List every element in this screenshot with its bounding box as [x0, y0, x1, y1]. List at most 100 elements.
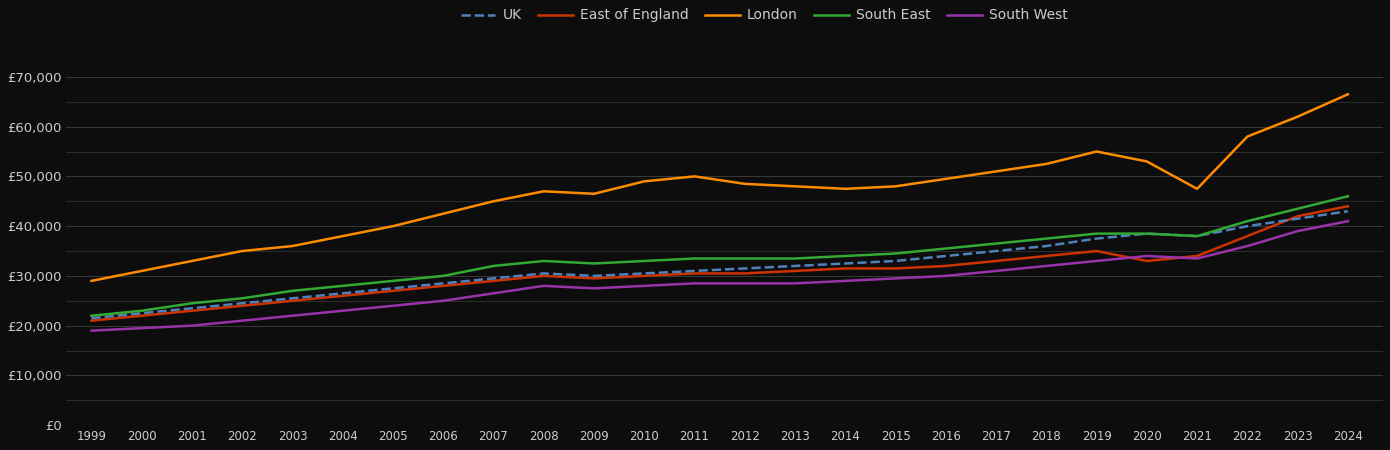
UK — [787, 263, 803, 269]
UK — [1188, 234, 1205, 239]
South East — [585, 261, 602, 266]
London — [284, 243, 300, 249]
South West — [1088, 258, 1105, 264]
South East — [385, 278, 402, 284]
South West — [1138, 253, 1155, 259]
UK — [335, 291, 352, 296]
London — [687, 174, 703, 179]
East of England — [1238, 234, 1255, 239]
London — [737, 181, 753, 187]
South East — [83, 313, 100, 319]
East of England — [284, 298, 300, 303]
Line: South East: South East — [92, 196, 1348, 316]
East of England — [133, 313, 150, 319]
South East — [284, 288, 300, 293]
London — [535, 189, 552, 194]
UK — [133, 310, 150, 316]
East of England — [385, 288, 402, 293]
South East — [1188, 234, 1205, 239]
UK — [1340, 208, 1357, 214]
South West — [1038, 263, 1055, 269]
East of England — [887, 266, 904, 271]
UK — [1238, 224, 1255, 229]
South East — [937, 246, 954, 251]
East of England — [1088, 248, 1105, 254]
South East — [1038, 236, 1055, 241]
East of England — [585, 276, 602, 281]
South West — [787, 281, 803, 286]
South West — [535, 283, 552, 288]
East of England — [83, 318, 100, 324]
East of England — [535, 273, 552, 279]
South West — [1290, 229, 1307, 234]
UK — [887, 258, 904, 264]
UK — [234, 301, 250, 306]
London — [485, 198, 502, 204]
South East — [1290, 206, 1307, 211]
London — [1188, 186, 1205, 192]
London — [1038, 161, 1055, 166]
UK — [1138, 231, 1155, 236]
South West — [1340, 218, 1357, 224]
London — [787, 184, 803, 189]
South East — [837, 253, 853, 259]
UK — [1038, 243, 1055, 249]
South West — [1188, 256, 1205, 261]
East of England — [435, 283, 452, 288]
East of England — [837, 266, 853, 271]
South East — [133, 308, 150, 314]
London — [133, 268, 150, 274]
South East — [335, 283, 352, 288]
East of England — [937, 263, 954, 269]
UK — [284, 296, 300, 301]
UK — [737, 266, 753, 271]
South East — [535, 258, 552, 264]
London — [585, 191, 602, 197]
East of England — [737, 271, 753, 276]
London — [988, 169, 1005, 174]
London — [335, 234, 352, 239]
London — [1238, 134, 1255, 139]
London — [435, 211, 452, 216]
East of England — [988, 258, 1005, 264]
South East — [637, 258, 653, 264]
South East — [988, 241, 1005, 246]
London — [937, 176, 954, 181]
UK — [385, 286, 402, 291]
South East — [1238, 218, 1255, 224]
South West — [637, 283, 653, 288]
London — [887, 184, 904, 189]
UK — [485, 276, 502, 281]
Line: East of England: East of England — [92, 206, 1348, 321]
East of England — [787, 268, 803, 274]
UK — [83, 315, 100, 321]
South West — [284, 313, 300, 319]
London — [1290, 114, 1307, 119]
London — [837, 186, 853, 192]
London — [1088, 149, 1105, 154]
East of England — [1138, 258, 1155, 264]
South West — [435, 298, 452, 303]
UK — [637, 271, 653, 276]
East of England — [234, 303, 250, 308]
East of England — [1340, 203, 1357, 209]
South West — [183, 323, 200, 328]
London — [385, 224, 402, 229]
London — [1138, 159, 1155, 164]
London — [637, 179, 653, 184]
London — [183, 258, 200, 264]
South East — [737, 256, 753, 261]
South West — [234, 318, 250, 324]
UK — [988, 248, 1005, 254]
South West — [937, 273, 954, 279]
South West — [737, 281, 753, 286]
East of England — [1290, 213, 1307, 219]
South West — [133, 325, 150, 331]
London — [83, 278, 100, 284]
UK — [183, 306, 200, 311]
London — [234, 248, 250, 254]
South East — [183, 301, 200, 306]
South West — [83, 328, 100, 333]
South East — [485, 263, 502, 269]
South West — [687, 281, 703, 286]
